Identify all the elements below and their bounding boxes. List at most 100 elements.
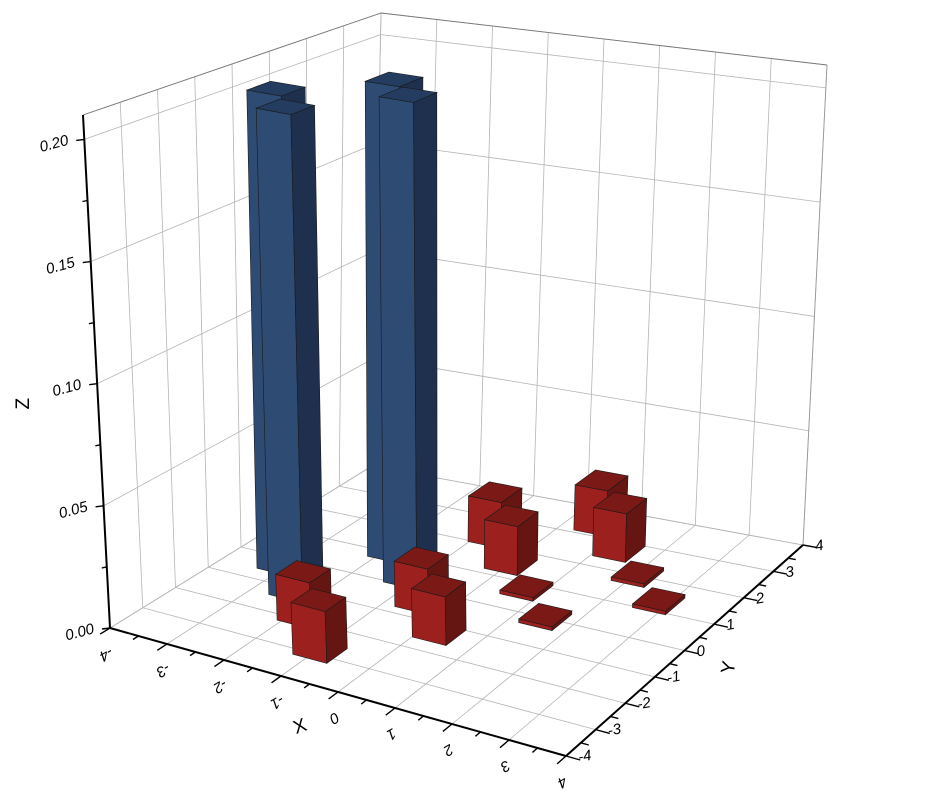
left-wall-gridline-horizontal: [103, 357, 375, 507]
bar-front-face: [592, 507, 627, 563]
y-major-tick: [654, 676, 669, 681]
left-wall-gridline-vertical: [157, 89, 176, 588]
bar: [378, 86, 438, 591]
x-minor-tick: [531, 747, 538, 753]
z-minor-tick: [95, 444, 101, 447]
bar: [410, 573, 467, 647]
x-axis-title: X: [291, 715, 310, 739]
y-minor-tick: [758, 583, 767, 587]
x-minor-tick: [189, 651, 196, 657]
back-wall-gridline-horizontal: [376, 249, 815, 317]
back-wall-gridline-vertical: [479, 25, 493, 486]
bar-top-face: [364, 71, 425, 88]
bar: [483, 504, 539, 577]
bar-front-face: [411, 588, 447, 646]
floor-gridline-y: [142, 607, 596, 731]
bars: [245, 71, 686, 664]
bar-top-face: [255, 98, 316, 115]
back-wall-gridline-horizontal: [374, 357, 809, 432]
bar-top-face: [378, 86, 438, 103]
bar: [610, 560, 665, 589]
bar-top-face: [499, 574, 554, 599]
left-wall-gridline-vertical: [194, 76, 209, 568]
bar: [255, 98, 324, 604]
grid: [82, 12, 828, 757]
y-major-tick: [713, 623, 729, 628]
y-tick-label: 3: [784, 563, 796, 581]
bar-top-face: [518, 602, 573, 628]
left-wall-gridline-horizontal: [96, 249, 377, 385]
back-wall-gridline-horizontal: [378, 142, 821, 203]
z-major-tick: [76, 138, 85, 142]
box-top-edge: [380, 12, 828, 66]
bar-top-face: [483, 504, 539, 528]
y-minor-tick: [610, 715, 619, 720]
back-wall-gridline-vertical: [587, 38, 605, 506]
axes: [76, 114, 817, 765]
floor-gridline-y: [175, 587, 626, 704]
left-wall-gridline-vertical: [231, 63, 242, 548]
bar-top-face: [631, 587, 686, 612]
bar: [499, 574, 554, 602]
bar-top-face: [245, 80, 307, 97]
bar-front-face: [290, 602, 328, 664]
y-tick-label: 4: [814, 537, 825, 555]
back-wall-gridline-vertical: [694, 51, 716, 526]
bar: [290, 588, 348, 664]
bar: [631, 587, 686, 616]
bar-top-face: [467, 481, 523, 503]
x-major-tick: [156, 643, 168, 651]
y-major-tick: [625, 702, 640, 708]
left-wall-gridline-vertical: [119, 102, 144, 608]
bar-side-face: [413, 92, 438, 591]
x-major-tick: [556, 755, 567, 765]
y-tick-label: -2: [636, 694, 653, 713]
x-tick-label: 3: [497, 756, 513, 775]
box-right-edge: [802, 64, 828, 546]
box-top-edge: [82, 12, 382, 116]
x-major-tick: [328, 691, 339, 700]
back-wall-gridline-vertical: [533, 32, 549, 496]
z-tick-label: 0.20: [38, 132, 71, 156]
x-tick-label: -4: [96, 643, 116, 664]
y-major-tick: [565, 755, 581, 761]
y-major-tick: [773, 570, 788, 575]
bar: [518, 602, 573, 632]
y-tick-label: 1: [725, 616, 736, 634]
y-minor-tick: [639, 689, 649, 693]
x-minor-tick: [474, 731, 481, 737]
bar-top-face: [574, 469, 629, 492]
z-tick-label: 0.00: [63, 620, 96, 644]
x-major-tick: [271, 675, 282, 684]
bar-top-face: [592, 491, 648, 515]
y-tick-label: 2: [754, 589, 767, 607]
x-tick-label: 0: [326, 708, 342, 727]
bar-front-face: [483, 519, 519, 576]
back-wall-gridline-vertical: [640, 45, 661, 516]
z-major-tick: [101, 627, 111, 630]
y-tick-label: 0: [695, 642, 707, 660]
z-major-tick: [82, 260, 91, 264]
z-axis-line: [82, 114, 111, 629]
y-minor-tick: [728, 610, 737, 614]
y-major-tick: [595, 728, 610, 735]
x-tick-label: -2: [210, 675, 231, 697]
x-major-tick: [214, 659, 225, 668]
back-wall-gridline-vertical: [748, 58, 772, 536]
y-major-tick: [684, 649, 699, 655]
bar-front-face: [378, 96, 418, 590]
x-tick-label: 4: [554, 772, 570, 791]
y-major-tick: [802, 544, 817, 549]
z-tick-label: 0.15: [44, 254, 77, 278]
z-tick-label: 0.10: [51, 376, 84, 400]
z-minor-tick: [82, 199, 88, 203]
bar-top-face: [610, 560, 665, 585]
z-major-tick: [89, 383, 98, 386]
y-minor-tick: [788, 557, 796, 561]
z-minor-tick: [88, 321, 95, 325]
x-minor-tick: [360, 699, 367, 705]
z-major-tick: [95, 505, 104, 508]
x-minor-tick: [303, 683, 310, 689]
x-major-tick: [385, 707, 396, 716]
